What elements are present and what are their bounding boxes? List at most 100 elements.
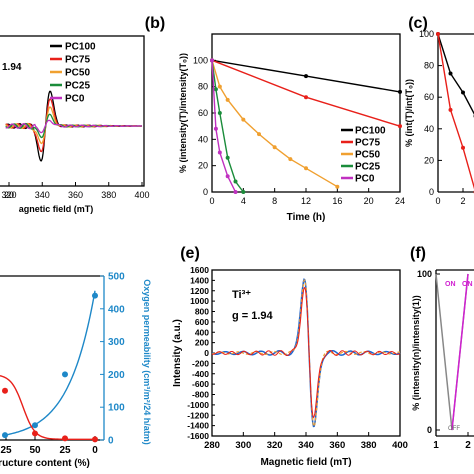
- panel-c-point-red: [461, 145, 465, 150]
- panel-e-xtick-label: 360: [329, 440, 345, 451]
- panel-b-point-PC25: [217, 111, 222, 115]
- panel-c-ytick-label: 60: [424, 92, 434, 102]
- panel-e-label: (e): [180, 245, 200, 262]
- panel-b-xtick-label: 20: [364, 196, 374, 206]
- panel-b-ytick-label: 80: [198, 82, 208, 92]
- panel-d-ylabel: Oxygen permeability (cm³/m²/24 h/atm): [142, 279, 152, 445]
- panel-c-label: (c): [408, 15, 428, 32]
- panel-b-line-PC25: [211, 60, 244, 193]
- panel-e-ytick-label: 200: [195, 338, 209, 348]
- panel-c-ylabel: % (int(T)/int(T₀)): [404, 79, 414, 147]
- panel-b-ytick-label: 20: [198, 161, 208, 171]
- panel-c-line-red: [437, 33, 474, 190]
- panel-b-point-PC50: [257, 132, 261, 137]
- panel-d-point-blue: [32, 422, 38, 429]
- panel-b-legend-label: PC75: [355, 138, 380, 149]
- panel-e-species: Ti³⁺: [232, 289, 251, 301]
- panel-e-ytick-label: 1000: [190, 296, 209, 306]
- panel-e-ytick-label: -400: [192, 369, 209, 379]
- panel-b-ylabel: % (intensity(T)/intensity(T₀)): [178, 53, 188, 173]
- panel-d-point-red: [32, 430, 38, 437]
- panel-b-point-PC25: [225, 155, 230, 160]
- panel-c-line-black: [437, 33, 474, 115]
- panel-d-ytick-label: 100: [108, 403, 125, 414]
- panel-c-ytick-label: 40: [424, 124, 434, 134]
- panel-a-annotation: 1.94: [2, 62, 22, 73]
- panel-c-point-red: [448, 107, 453, 112]
- panel-c-point-red: [436, 32, 440, 36]
- panel-d-line-red: [0, 375, 95, 440]
- panel-c-ytick-label: 20: [424, 155, 434, 165]
- panel-e-ytick-label: -1200: [187, 410, 209, 420]
- panel-e-xlabel: Magnetic field (mT): [260, 457, 351, 468]
- panel-b-point-PC50: [335, 184, 340, 189]
- panel-f-ytick-label: 100: [417, 269, 432, 279]
- panel-b-point-PC0: [225, 174, 230, 179]
- panel-b-ytick-label: 40: [198, 134, 208, 144]
- panel-e-ytick-label: -1400: [187, 421, 209, 431]
- panel-e-xtick-label: 320: [267, 440, 283, 451]
- panel-d-point-blue: [62, 371, 68, 378]
- panel-b-point-PC0: [217, 150, 222, 155]
- panel-e-xtick-label: 400: [392, 440, 408, 451]
- panel-e-ytick-label: 1200: [190, 286, 209, 296]
- panel-c-xtick-label: 2: [460, 196, 465, 206]
- panel-f-xtick-label: 1: [433, 440, 439, 451]
- panel-e-series-red: [211, 286, 401, 419]
- panel-d-xlabel: ructure content (%): [0, 458, 90, 469]
- panel-b-point-PC50: [304, 166, 308, 171]
- panel-e-ytick-label: 800: [195, 307, 209, 317]
- panel-d-xtick-label: 25: [0, 445, 12, 456]
- panel-b-xtick-label: 24: [395, 196, 405, 206]
- panel-d-ytick-label: 300: [108, 337, 125, 348]
- panel-a-legend-label: PC100: [65, 42, 96, 53]
- panel-b-xtick-label: 16: [332, 196, 342, 206]
- panel-b-ytick-label: 60: [198, 108, 208, 118]
- plots-layer: 20300320340360380400agnetic field (mT)1.…: [0, 15, 474, 469]
- panel-e-ytick-label: -1600: [187, 431, 209, 441]
- panel-a-xtick-label: 20: [4, 190, 14, 200]
- panel-d-xtick-label: 25: [59, 445, 71, 456]
- panel-f-off-label: OFF: [448, 426, 460, 432]
- panel-b-xtick-label: 4: [241, 196, 246, 206]
- panel-a-xtick-label: 380: [101, 190, 116, 200]
- panel-a-xtick-label: 340: [35, 190, 50, 200]
- panel-a-frame: [0, 35, 145, 187]
- panel-b-point-PC0: [210, 58, 214, 63]
- panel-b-point-PC50: [225, 97, 230, 102]
- panel-e-xtick-label: 340: [298, 440, 314, 451]
- panel-b-ytick-label: 100: [193, 55, 208, 65]
- panel-d-point-red: [92, 436, 98, 443]
- panel-f-ytick-label: 0: [427, 425, 432, 435]
- panel-d-line-blue: [4, 290, 96, 436]
- panel-c-ytick-label: 100: [419, 29, 434, 39]
- panel-e-ytick-label: -800: [192, 390, 209, 400]
- panel-b-legend-label: PC100: [355, 126, 386, 137]
- panel-d-ytick-label: 200: [108, 370, 125, 381]
- panel-b-point-PC0: [233, 190, 238, 194]
- panel-d-ytick-label: 500: [108, 272, 125, 283]
- panel-f-label: (f): [410, 245, 426, 262]
- panel-d-ytick-label: 0: [108, 436, 114, 447]
- panel-d-point-blue: [2, 432, 8, 439]
- panel-f-on-label-2: ON: [462, 281, 473, 288]
- panel-b-legend-label: PC0: [355, 174, 375, 185]
- panel-b-xtick-label: 0: [209, 196, 214, 206]
- panel-d-point-blue: [92, 292, 98, 299]
- panel-e-xtick-label: 280: [204, 440, 220, 451]
- panel-d-point-red: [2, 387, 8, 394]
- panel-b-point-PC50: [288, 157, 293, 162]
- panel-e-ytick-label: -600: [192, 379, 209, 389]
- panel-b-xtick-label: 8: [272, 196, 277, 206]
- panel-b-point-PC0: [213, 126, 218, 131]
- panel-c-ytick-label: 80: [424, 61, 434, 71]
- panel-b-point-PC100: [398, 89, 402, 94]
- panel-c-ytick-label: 0: [429, 187, 434, 197]
- panel-a-series-PC0: [5, 119, 142, 134]
- panel-d-point-red: [62, 435, 68, 442]
- panel-e-series-blue: [211, 278, 401, 428]
- panel-e-xtick-label: 380: [361, 440, 377, 451]
- panel-b-point-PC25: [241, 190, 246, 194]
- panel-b-point-PC100: [304, 74, 308, 79]
